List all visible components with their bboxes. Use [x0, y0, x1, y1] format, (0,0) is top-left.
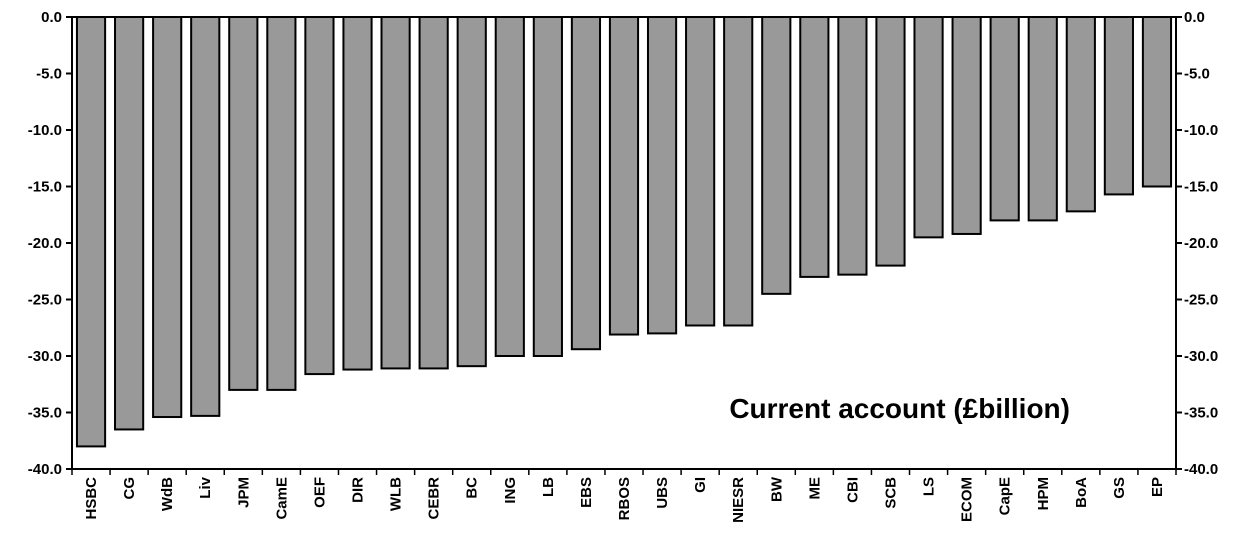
bar-ebs	[570, 16, 602, 351]
bar-boa	[1065, 16, 1096, 213]
bar-oef	[304, 16, 335, 376]
left-tick-label: -20.0	[28, 235, 62, 252]
right-tick-label: -20.0	[1184, 235, 1218, 252]
bar-cg	[114, 16, 145, 431]
category-label: HSBC	[83, 477, 100, 520]
bar-ubs	[646, 16, 678, 335]
left-tick-label: -25.0	[28, 292, 62, 309]
bar-me	[799, 16, 830, 278]
category-label: NIESR	[730, 477, 747, 523]
category-label: WLB	[388, 477, 405, 511]
category-label: LB	[540, 477, 557, 497]
bar-ep	[1141, 16, 1173, 188]
bar-bw	[761, 16, 792, 295]
category-label: EBS	[578, 477, 595, 508]
bar-ls	[913, 16, 944, 239]
right-tick-label: -15.0	[1184, 179, 1218, 196]
bar-jpm	[228, 16, 259, 391]
bar-gi	[685, 16, 716, 327]
category-label: CEBR	[426, 477, 443, 520]
left-tick-label: -5.0	[36, 66, 62, 83]
category-label: DIR	[350, 477, 367, 503]
left-y-axis-ticks: 0.0 -5.0 -10.0 -15.0 -20.0 -25.0 -30.0 -35.0 -40…	[28, 9, 72, 478]
right-tick-label: -40.0	[1184, 461, 1218, 478]
right-tick-label: -30.0	[1184, 348, 1218, 365]
chart-title: Current account (£billion)	[729, 393, 1070, 424]
bar-bc	[456, 16, 487, 368]
bar-wdb	[152, 16, 183, 419]
left-tick-label: -15.0	[28, 179, 62, 196]
bar-ecom	[951, 16, 982, 235]
category-label: WdB	[159, 477, 176, 511]
bar-hpm	[1027, 16, 1058, 222]
bar-cape	[989, 16, 1020, 222]
category-label: CamE	[273, 477, 290, 520]
bar-ing	[494, 16, 525, 357]
category-label: SCB	[882, 477, 899, 509]
right-tick-label: -5.0	[1184, 66, 1210, 83]
bar-dir	[342, 16, 373, 371]
category-label: BoA	[1073, 477, 1090, 508]
category-label: ING	[502, 477, 519, 504]
right-y-axis-ticks: 0.0 -5.0 -10.0 -15.0 -20.0 -25.0 -30.0 -35.0 -40…	[1176, 9, 1218, 478]
category-label: GS	[1111, 477, 1128, 499]
bar-wlb	[380, 16, 411, 370]
category-label: CBI	[844, 477, 861, 503]
category-label: LS	[921, 477, 938, 496]
category-label: GI	[692, 477, 709, 493]
bar-lb	[532, 16, 563, 357]
category-label: BW	[768, 476, 785, 502]
bar-came	[266, 16, 297, 391]
category-label: ECOM	[959, 477, 976, 522]
bar-niesr	[723, 16, 754, 327]
right-tick-label: -10.0	[1184, 122, 1218, 139]
left-tick-label: -35.0	[28, 405, 62, 422]
category-label: CapE	[997, 477, 1014, 515]
bar-cbi	[837, 16, 868, 276]
bars	[75, 16, 1173, 448]
left-tick-label: -30.0	[28, 348, 62, 365]
category-label: UBS	[654, 477, 671, 509]
bar-gs	[1103, 16, 1134, 196]
right-tick-label: 0.0	[1184, 9, 1205, 26]
category-label: Liv	[197, 476, 214, 498]
category-label: JPM	[235, 477, 252, 508]
category-label: HPM	[1035, 477, 1052, 510]
bar-liv	[190, 16, 221, 417]
left-tick-label: -10.0	[28, 122, 62, 139]
category-label: RBOS	[616, 477, 633, 520]
category-label: CG	[121, 477, 138, 500]
bar-rbos	[608, 16, 640, 336]
left-tick-label: -40.0	[28, 461, 62, 478]
category-labels: HSBC CG WdB Liv JPM CamE OEF DIR WLB CEBR BC ING LB E…	[71, 469, 1177, 523]
bar-cebr	[418, 16, 449, 370]
bar-hsbc	[75, 16, 107, 448]
bar-scb	[875, 16, 906, 267]
category-label: OEF	[311, 477, 328, 508]
right-tick-label: -35.0	[1184, 405, 1218, 422]
category-label: BC	[464, 477, 481, 499]
category-label: ME	[806, 477, 823, 500]
category-label: EP	[1149, 477, 1166, 497]
left-tick-label: 0.0	[41, 9, 62, 26]
right-tick-label: -25.0	[1184, 292, 1218, 309]
